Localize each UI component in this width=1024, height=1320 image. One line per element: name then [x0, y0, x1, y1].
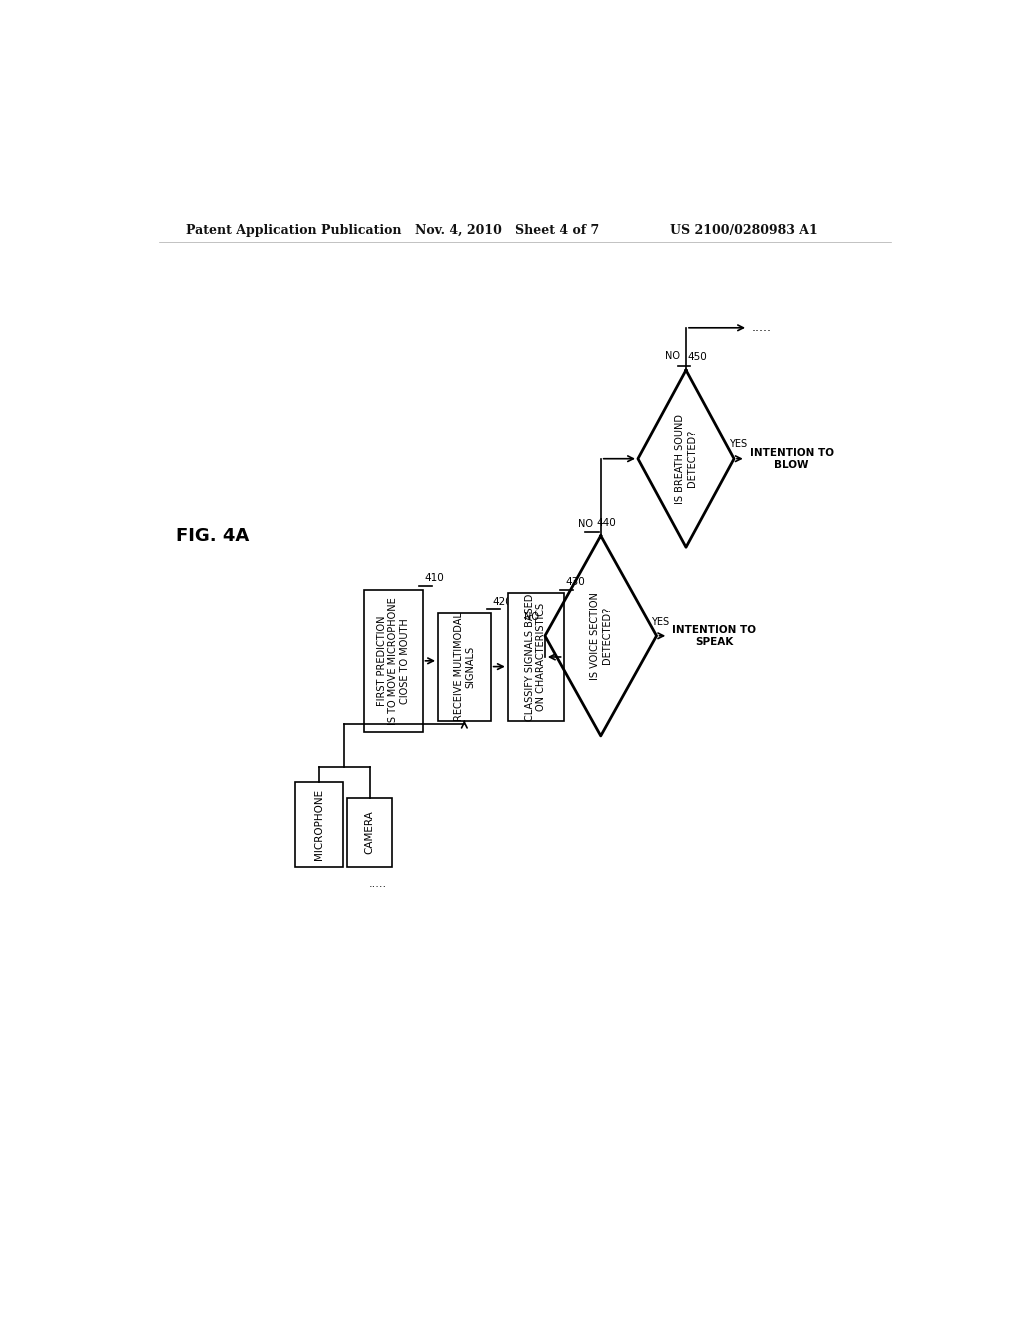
Text: .....: .....	[752, 321, 772, 334]
Text: FIG. 4A: FIG. 4A	[176, 527, 249, 545]
Text: NO: NO	[665, 351, 680, 362]
Text: NO: NO	[523, 611, 539, 622]
Bar	[295, 781, 343, 867]
Text: US 2100/0280983 A1: US 2100/0280983 A1	[671, 223, 818, 236]
Text: YES: YES	[651, 616, 670, 627]
Text: Patent Application Publication: Patent Application Publication	[186, 223, 401, 236]
Bar	[365, 590, 423, 733]
Text: CLASSIFY SIGNALS BASED
ON CHARACTERISTICS: CLASSIFY SIGNALS BASED ON CHARACTERISTIC…	[525, 593, 547, 721]
Text: 450: 450	[687, 352, 708, 363]
Text: INTENTION TO
SPEAK: INTENTION TO SPEAK	[672, 624, 756, 647]
Text: RECEIVE MULTIMODAL
SIGNALS: RECEIVE MULTIMODAL SIGNALS	[454, 612, 475, 721]
Text: MICROPHONE: MICROPHONE	[313, 789, 324, 861]
Text: Nov. 4, 2010   Sheet 4 of 7: Nov. 4, 2010 Sheet 4 of 7	[415, 223, 599, 236]
Bar	[438, 612, 490, 721]
Bar	[508, 594, 563, 721]
Text: 420: 420	[493, 597, 512, 607]
Text: 440: 440	[597, 517, 616, 528]
Text: CAMERA: CAMERA	[365, 810, 375, 854]
Text: YES: YES	[729, 440, 746, 449]
Polygon shape	[545, 536, 656, 737]
Text: IS BREATH SOUND
DETECTED?: IS BREATH SOUND DETECTED?	[675, 413, 696, 504]
Text: FIRST PREDICTION
IS TO MOVE MICROPHONE
CIOSE TO MOUTH: FIRST PREDICTION IS TO MOVE MICROPHONE C…	[377, 597, 410, 725]
Polygon shape	[638, 370, 734, 548]
Text: .....: .....	[369, 879, 387, 888]
Bar	[347, 797, 392, 867]
Text: NO: NO	[578, 519, 593, 529]
Text: 410: 410	[424, 573, 443, 583]
Text: INTENTION TO
BLOW: INTENTION TO BLOW	[750, 447, 834, 470]
Text: IS VOICE SECTION
DETECTED?: IS VOICE SECTION DETECTED?	[590, 591, 611, 680]
Text: 430: 430	[565, 577, 585, 587]
